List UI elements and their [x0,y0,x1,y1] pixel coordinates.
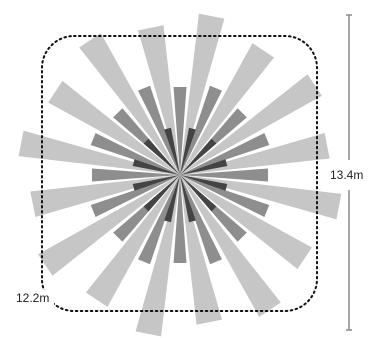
inner-ray-group [132,127,228,223]
outer-ray-13 [48,80,180,175]
height-dimension: 13.4m [330,14,363,331]
inner-ray-3 [180,175,228,191]
inner-ray-2 [180,159,228,175]
inner-ray-8 [132,175,180,191]
middle-ray-13 [90,133,180,175]
inner-ray-4 [180,175,217,212]
inner-ray-6 [164,175,180,223]
inner-ray-11 [164,127,180,175]
inner-ray-10 [143,138,180,175]
outer-ray-9 [85,175,180,307]
coverage-boundary [41,35,318,312]
middle-ray-3 [180,133,270,175]
inner-ray-1 [180,138,217,175]
inner-ray-5 [180,175,196,223]
height-dimension-label: 13.4m [330,168,363,182]
width-label-backdrop [14,290,54,306]
middle-ray-5 [180,175,270,217]
middle-ray-12 [92,168,180,182]
outer-ray-10 [38,175,180,276]
outer-ray-6 [180,175,281,317]
inner-ray-7 [143,175,180,212]
middle-ray-15 [138,85,180,175]
width-dimension-label: 12.2m [16,291,49,305]
middle-ray-4 [180,168,268,182]
outer-ray-5 [180,175,312,270]
middle-ray-1 [180,85,222,175]
middle-ray-0 [173,87,187,175]
middle-ray-11 [90,175,180,217]
outer-ray-1 [180,43,275,175]
outer-ray-2 [180,74,322,175]
inner-ray-9 [132,159,180,175]
inner-ray-0 [180,127,196,175]
middle-ray-7 [180,175,222,265]
outer-ray-14 [79,33,180,175]
middle-ray-9 [138,175,180,265]
middle-ray-8 [173,175,187,263]
